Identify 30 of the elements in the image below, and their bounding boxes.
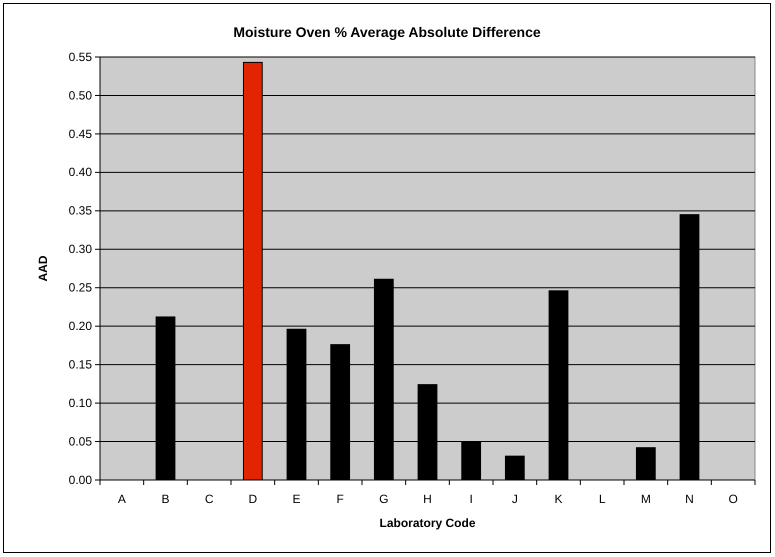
x-tick-label: J — [512, 492, 518, 506]
x-tick-label: N — [685, 492, 694, 506]
y-tick-label: 0.05 — [68, 434, 92, 448]
x-tick-label: O — [728, 492, 738, 506]
y-tick-label: 0.30 — [68, 242, 92, 256]
y-tick-label: 0.00 — [68, 472, 92, 487]
x-tick-label: A — [118, 492, 126, 506]
x-tick-label: F — [336, 492, 344, 506]
x-tick-label: M — [640, 492, 651, 506]
y-tick-label: 0.20 — [68, 319, 92, 334]
y-tick-label: 0.55 — [68, 50, 92, 64]
y-tick-label: 0.25 — [68, 280, 92, 295]
y-tick-label: 0.10 — [68, 396, 92, 410]
chart-title: Moisture Oven % Average Absolute Difference — [233, 24, 541, 40]
x-tick-label: L — [598, 492, 606, 506]
x-tick-label: G — [379, 492, 389, 506]
x-tick-label: B — [161, 492, 170, 506]
x-axis-title: Laboratory Code — [379, 516, 476, 530]
y-tick-label: 0.50 — [68, 88, 92, 102]
x-tick-label: C — [204, 492, 214, 506]
x-tick-label: D — [248, 492, 258, 506]
x-tick-label: E — [292, 492, 301, 506]
y-tick-label: 0.35 — [68, 204, 92, 218]
y-tick-label: 0.15 — [68, 357, 92, 372]
y-tick-label: 0.45 — [68, 126, 92, 141]
y-axis-title: AAD — [36, 255, 50, 282]
y-tick-label: 0.40 — [68, 165, 92, 180]
x-tick-label: K — [554, 492, 563, 506]
x-tick-label: I — [469, 492, 473, 506]
x-tick-label: H — [423, 492, 432, 506]
